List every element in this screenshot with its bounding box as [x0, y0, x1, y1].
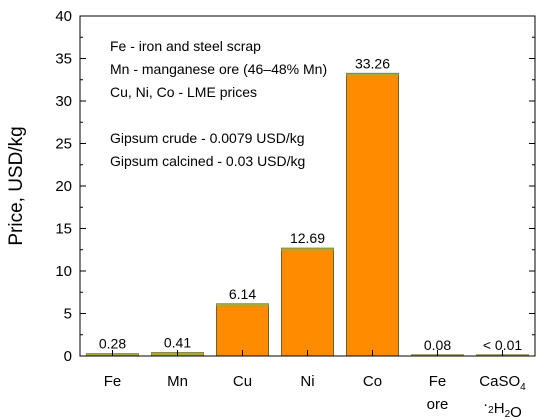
- x-tick-label: Cu: [233, 373, 252, 390]
- bar: [281, 247, 334, 357]
- x-tick-label: ·2H2O: [483, 396, 522, 420]
- bar-top-edge: [346, 73, 399, 76]
- bar-value-label: 33.26: [355, 55, 390, 71]
- bar-value-label: 6.14: [229, 286, 256, 302]
- annotation-line: Cu, Ni, Co - LME prices: [110, 84, 257, 100]
- y-tick-label: 35: [55, 51, 72, 68]
- bars-layer: [86, 72, 529, 357]
- annotation-text-block: Fe - iron and steel scrap Mn - manganese …: [110, 38, 327, 169]
- bar-value-label: < 0.01: [483, 337, 523, 353]
- y-axis-title: Price, USD/kg: [6, 126, 27, 245]
- x-tick-label: Co: [363, 373, 382, 390]
- y-tick-label: 5: [64, 306, 72, 323]
- annotation-line: Gipsum crude - 0.0079 USD/kg: [110, 130, 305, 146]
- y-tick-label: 25: [55, 136, 72, 153]
- x-axis: Fe Mn Cu Ni Co Fe ore CaSO4 ·2H2O: [104, 350, 526, 420]
- bar-top-edge: [216, 303, 269, 307]
- y-tick-label: 20: [55, 178, 72, 195]
- y-tick-label: 0: [64, 348, 72, 365]
- x-tick-label: CaSO4: [479, 373, 526, 393]
- bar: [346, 72, 399, 357]
- x-tick-label: Fe: [104, 373, 122, 390]
- bar: [216, 303, 269, 357]
- bar-value-label: 0.08: [424, 337, 451, 353]
- y-tick-label: 15: [55, 221, 72, 238]
- annotation-line: Fe - iron and steel scrap: [110, 38, 261, 54]
- bar-value-label: 0.41: [164, 335, 191, 351]
- data-labels-layer: 0.28 0.41 6.14 12.69 33.26 0.08 < 0.01: [99, 55, 522, 353]
- annotation-line: Mn - manganese ore (46–48% Mn): [110, 61, 327, 77]
- x-tick-label: Mn: [167, 373, 188, 390]
- bar-value-label: 12.69: [290, 230, 325, 246]
- y-tick-label: 10: [55, 263, 72, 280]
- bar-value-label: 0.28: [99, 336, 126, 352]
- y-axis: 0 5 10 15 20 25 30 35 40: [55, 8, 535, 365]
- x-tick-label: ore: [427, 396, 449, 413]
- y-tick-label: 30: [55, 93, 72, 110]
- y-tick-label: 40: [55, 8, 72, 25]
- x-tick-label: Fe: [429, 373, 447, 390]
- bar-top-edge: [281, 248, 334, 251]
- annotation-line: Gipsum calcined - 0.03 USD/kg: [110, 153, 305, 169]
- x-tick-label: Ni: [300, 373, 314, 390]
